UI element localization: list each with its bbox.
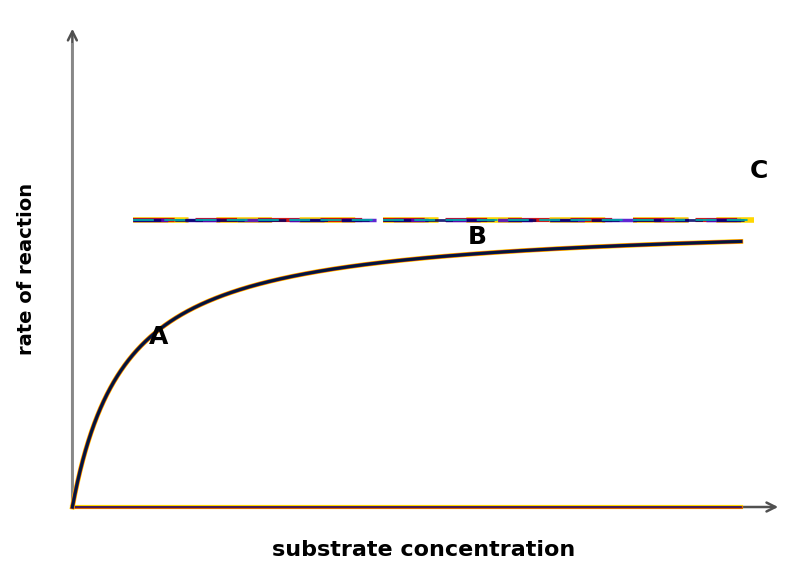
Text: B: B bbox=[468, 224, 487, 249]
Text: C: C bbox=[750, 159, 768, 183]
X-axis label: substrate concentration: substrate concentration bbox=[272, 540, 575, 560]
Text: A: A bbox=[148, 325, 168, 350]
Y-axis label: rate of reaction: rate of reaction bbox=[17, 183, 36, 355]
